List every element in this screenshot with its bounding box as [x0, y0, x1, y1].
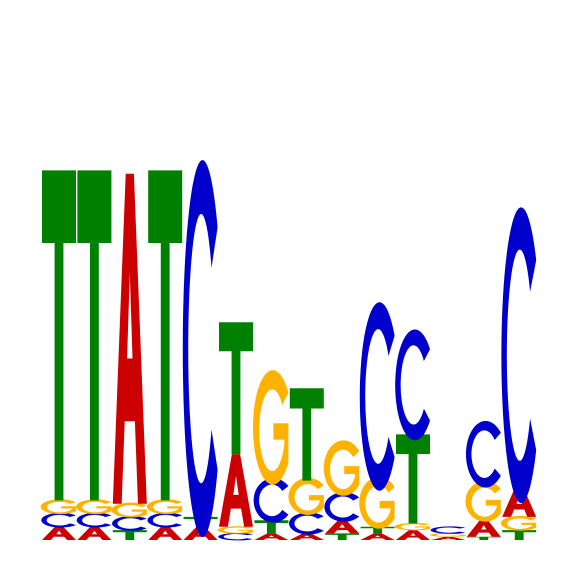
logo-column-3	[111, 173, 147, 540]
logo-column-5	[182, 160, 218, 540]
logo-column-8	[288, 388, 324, 540]
letter-g	[253, 370, 289, 485]
letter-c	[111, 516, 147, 531]
letter-a	[502, 487, 537, 517]
letter-t	[325, 533, 360, 540]
letter-t	[396, 434, 430, 524]
letter-c	[147, 512, 183, 528]
letter-t	[148, 170, 183, 501]
letter-t	[254, 520, 289, 534]
logo-column-6	[217, 322, 253, 541]
letter-a	[112, 173, 147, 504]
letter-g	[359, 476, 395, 529]
letter-g	[465, 480, 501, 522]
logo-column-13	[465, 420, 501, 540]
letter-c	[359, 302, 395, 491]
logo-column-14	[500, 207, 537, 540]
letter-a	[431, 536, 466, 540]
letter-g	[288, 477, 324, 515]
letter-t	[502, 530, 537, 540]
letter-t	[360, 526, 395, 534]
letter-c	[465, 420, 501, 488]
logo-column-9	[323, 440, 360, 540]
letter-c	[182, 160, 218, 538]
letter-g	[40, 499, 76, 515]
logo-column-11	[394, 329, 430, 540]
letter-c	[395, 329, 430, 441]
letter-c	[288, 512, 324, 535]
letter-g	[76, 499, 112, 515]
letter-a	[466, 520, 501, 537]
letter-a	[148, 526, 183, 540]
letter-g	[430, 533, 466, 537]
letter-t	[112, 530, 147, 540]
logo-column-2	[76, 170, 112, 540]
logo-column-7	[253, 370, 289, 540]
letter-t	[77, 170, 112, 501]
letter-t	[466, 536, 501, 540]
letter-a	[325, 520, 360, 534]
letter-c	[324, 492, 360, 522]
logo-column-12	[430, 526, 466, 540]
letter-c	[76, 512, 112, 528]
letter-a	[183, 526, 218, 540]
letter-g	[217, 526, 253, 534]
letter-g	[323, 440, 360, 496]
letter-g	[146, 499, 183, 515]
letter-c	[41, 512, 76, 528]
letter-a	[42, 526, 76, 540]
letter-t	[42, 170, 76, 501]
letter-a	[360, 533, 395, 540]
letter-a	[77, 526, 112, 540]
letter-g	[394, 522, 430, 531]
letter-c	[253, 478, 289, 523]
letter-g	[500, 515, 537, 531]
letter-a	[254, 533, 289, 540]
logo-column-10	[359, 302, 395, 540]
letter-a	[289, 533, 324, 540]
letter-c	[501, 207, 537, 504]
letter-a	[219, 454, 253, 527]
letter-c	[218, 533, 253, 541]
letter-t	[219, 322, 253, 455]
letter-a	[396, 530, 430, 540]
letter-c	[430, 526, 466, 534]
logo-column-1	[40, 170, 76, 540]
letter-t	[289, 388, 324, 481]
letter-g	[111, 502, 147, 518]
logo-column-4	[146, 170, 183, 540]
